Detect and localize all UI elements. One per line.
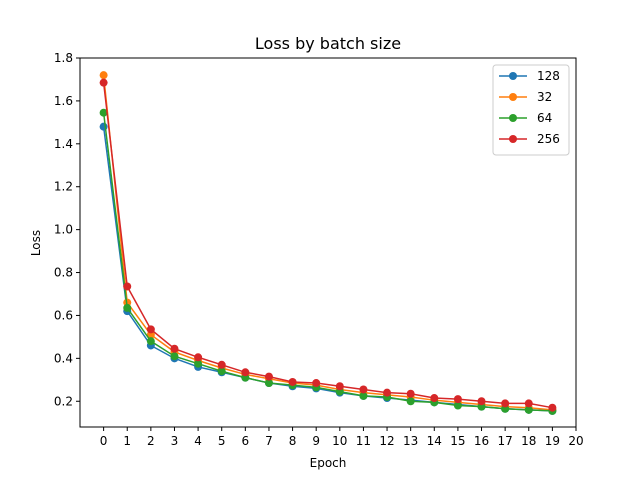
plot-area [99, 71, 557, 415]
data-point [217, 367, 226, 376]
x-tick-label: 13 [403, 434, 418, 448]
x-tick-label: 3 [171, 434, 179, 448]
data-point [288, 377, 297, 386]
data-point [383, 388, 392, 397]
data-point [194, 353, 203, 362]
legend-marker [509, 114, 517, 122]
data-point [217, 360, 226, 369]
x-tick-label: 20 [568, 434, 583, 448]
x-tick-label: 6 [242, 434, 250, 448]
data-point [406, 397, 415, 406]
y-tick-label: 0.4 [54, 351, 73, 365]
x-tick-label: 9 [312, 434, 320, 448]
x-tick-label: 8 [289, 434, 297, 448]
data-point [170, 352, 179, 361]
series-256 [99, 78, 557, 412]
series-64 [99, 108, 557, 415]
legend-label: 256 [537, 132, 560, 146]
x-tick-label: 18 [521, 434, 536, 448]
x-tick-label: 4 [194, 434, 202, 448]
data-point [264, 379, 273, 388]
x-tick-label: 11 [356, 434, 371, 448]
y-axis-label: Loss [29, 230, 43, 256]
y-tick-label: 1.2 [54, 180, 73, 194]
y-tick-label: 1.6 [54, 94, 73, 108]
series-128 [99, 122, 557, 415]
data-point [99, 108, 108, 117]
data-point [146, 325, 155, 334]
legend-item: 32 [499, 90, 552, 104]
x-tick-label: 16 [474, 434, 489, 448]
x-tick-label: 2 [147, 434, 155, 448]
legend-label: 32 [537, 90, 552, 104]
legend-marker [509, 72, 517, 80]
y-tick-label: 0.6 [54, 308, 73, 322]
legend-item: 128 [499, 69, 560, 83]
data-point [99, 71, 108, 80]
y-tick-label: 1.8 [54, 51, 73, 65]
data-point [264, 372, 273, 381]
data-point [359, 391, 368, 400]
x-tick-label: 19 [545, 434, 560, 448]
series-line [102, 112, 553, 412]
y-tick-label: 1.4 [54, 137, 73, 151]
x-tick-label: 17 [498, 434, 513, 448]
series-line [102, 126, 553, 412]
x-tick-label: 15 [450, 434, 465, 448]
legend-marker [509, 135, 517, 143]
series-32 [99, 71, 557, 414]
legend-item: 64 [499, 111, 552, 125]
data-point [524, 399, 533, 408]
y-axis: 0.2 0.4 0.6 0.8 1.0 1.2 1.4 1.6 1.8 [54, 51, 80, 408]
x-tick-label: 5 [218, 434, 226, 448]
data-point [524, 405, 533, 414]
x-tick-label: 0 [100, 434, 108, 448]
data-point [430, 394, 439, 403]
data-point [359, 385, 368, 394]
data-point [477, 397, 486, 406]
x-tick-label: 1 [123, 434, 131, 448]
x-tick-label: 10 [332, 434, 347, 448]
data-point [194, 359, 203, 368]
x-tick-label: 14 [427, 434, 442, 448]
x-axis-label: Epoch [310, 456, 347, 470]
y-tick-label: 0.2 [54, 394, 73, 408]
x-axis: 0 1 2 3 4 5 6 7 8 9 10 11 12 13 14 15 16 17 18 19 20 [100, 427, 584, 448]
data-point [548, 403, 557, 412]
legend-item: 256 [499, 132, 560, 146]
legend-marker [509, 93, 517, 101]
y-tick-label: 0.8 [54, 266, 73, 280]
legend-label: 128 [537, 69, 560, 83]
legend-box [492, 64, 570, 156]
data-point [123, 282, 132, 291]
x-tick-label: 7 [265, 434, 273, 448]
data-point [99, 122, 108, 131]
data-point [312, 379, 321, 388]
x-tick-label: 12 [379, 434, 394, 448]
data-point [453, 395, 462, 404]
legend: 128 32 64 256 [492, 64, 570, 156]
data-point [241, 368, 250, 377]
plot-frame [79, 57, 577, 428]
data-point [453, 401, 462, 410]
legend-label: 64 [537, 111, 552, 125]
data-point [335, 382, 344, 391]
y-tick-label: 1.0 [54, 223, 73, 237]
data-point [99, 78, 108, 87]
data-point [501, 399, 510, 408]
data-point [123, 303, 132, 312]
chart-title: Loss by batch size [255, 34, 401, 53]
data-point [406, 389, 415, 398]
data-point [146, 337, 155, 346]
data-point [170, 344, 179, 353]
